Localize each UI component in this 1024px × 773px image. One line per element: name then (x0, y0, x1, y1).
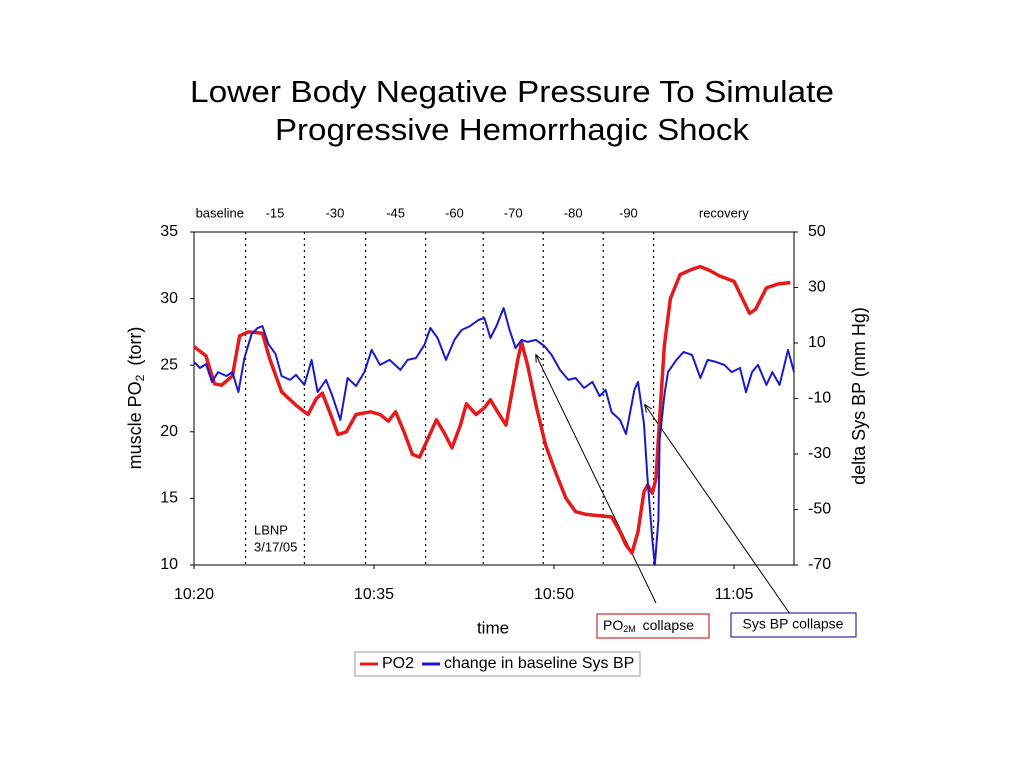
phase-label: -30 (326, 205, 345, 220)
phase-label: -70 (504, 205, 523, 220)
legend-label: PO2 (382, 655, 414, 672)
y-tick-label: 25 (160, 356, 178, 373)
legend (354, 651, 641, 677)
callout-part: PO (603, 617, 623, 633)
annotation: LBNP (254, 522, 288, 537)
callout-box (730, 612, 857, 638)
annotation: 3/17/05 (254, 539, 297, 554)
series-line (192, 264, 791, 555)
phase-label: recovery (699, 205, 749, 220)
y2-tick-label: -70 (808, 556, 831, 573)
phase-label: -60 (445, 205, 464, 220)
series-line (193, 307, 795, 566)
x-tick-label: 10:35 (354, 586, 394, 603)
y2-tick-label: -50 (808, 501, 831, 518)
y-tick-label: 35 (160, 223, 178, 240)
y2-tick-label: -10 (808, 390, 831, 407)
callout: Sys BP collapse (743, 616, 844, 632)
y-tick-label: 20 (160, 423, 178, 440)
y2-axis-label: delta Sys BP (mm Hg) (849, 307, 869, 485)
x-tick-label: 10:20 (174, 586, 214, 603)
arrow (536, 355, 657, 604)
callout: PO2M collapse (603, 617, 694, 635)
y-tick-label: 30 (160, 290, 178, 307)
plot-frame (193, 231, 795, 566)
legend-label: change in baseline Sys BP (444, 655, 634, 672)
phase-label: -80 (564, 205, 583, 220)
x-tick-label: 11:05 (715, 586, 754, 603)
y-tick-label: 10 (160, 556, 178, 573)
x-axis-label: time (477, 618, 509, 637)
callout-part: collapse (639, 617, 694, 633)
y2-tick-label: 30 (808, 279, 826, 296)
y-axis-label-sub: 2 (133, 374, 147, 381)
phase-label: -90 (619, 205, 638, 220)
arrow (645, 405, 791, 615)
callout-box (596, 613, 710, 639)
y-axis-label: muscle PO2 (torr) (125, 327, 147, 470)
y2-tick-label: 10 (808, 334, 826, 351)
y2-tick-label: 50 (808, 223, 826, 240)
phase-label: -15 (266, 205, 285, 220)
y-axis-label-part: muscle PO (125, 381, 145, 469)
x-tick-label: 10:50 (534, 586, 574, 603)
y2-tick-label: -30 (808, 445, 831, 462)
y-axis-label-part: (torr) (125, 327, 145, 371)
phase-label: baseline (196, 205, 244, 220)
callout-sub: 2M (623, 624, 636, 634)
chart-title: Lower Body Negative Pressure To Simulate (190, 74, 834, 109)
chart-title: Progressive Hemorrhagic Shock (275, 112, 750, 147)
phase-label: -45 (386, 205, 405, 220)
y-tick-label: 15 (160, 490, 178, 507)
